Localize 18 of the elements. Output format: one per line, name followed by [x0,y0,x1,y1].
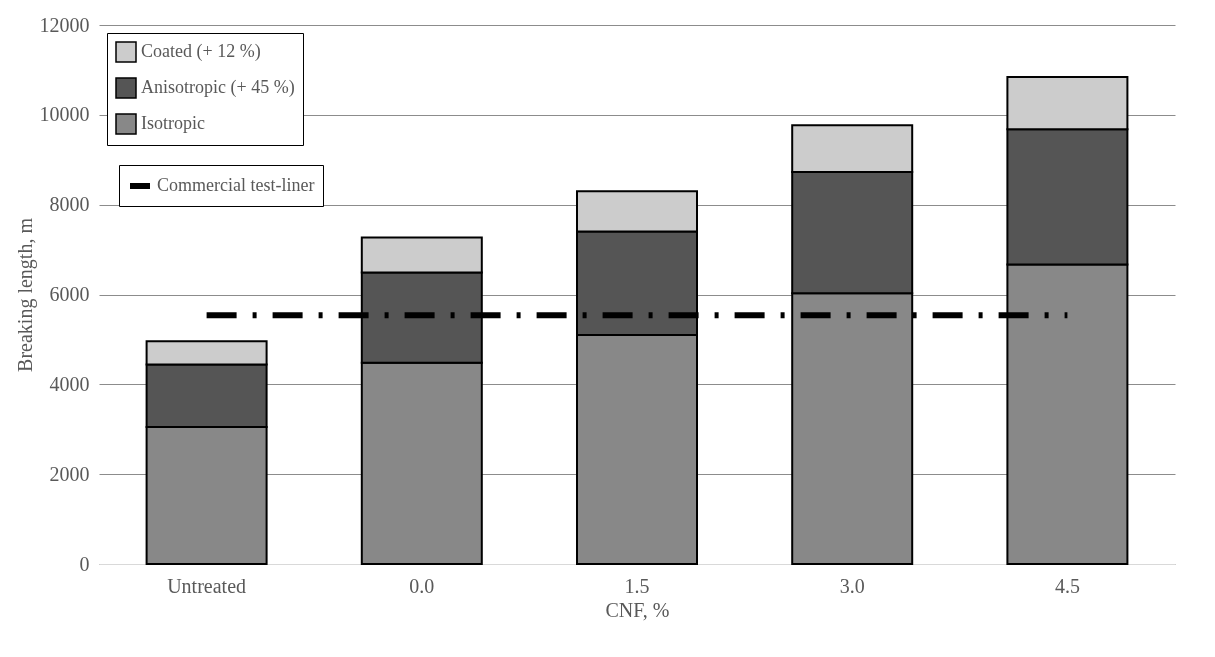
legend-label: Commercial test-liner [157,175,315,195]
x-tick-label: 3.0 [839,574,865,597]
x-axis-title: CNF, % [605,598,670,621]
x-tick-label: 1.5 [624,574,650,597]
x-tick-label: Untreated [167,574,247,597]
y-tick-label: 10000 [39,103,90,126]
legend-label: Isotropic [141,113,205,133]
y-tick-label: 12000 [39,13,90,36]
y-tick-label: 4000 [49,372,90,395]
legend-label: Coated (+ 12 %) [141,41,261,62]
x-tick-label: 0.0 [409,574,435,597]
x-tick-label: 4.5 [1054,574,1080,597]
y-tick-label: 8000 [49,193,90,216]
legend-label: Anisotropic (+ 45 %) [141,77,295,98]
y-axis-title: Breaking length, m [13,217,37,372]
y-tick-label: 2000 [49,462,90,485]
y-tick-label: 6000 [49,283,90,305]
y-tick-label: 0 [79,552,90,575]
